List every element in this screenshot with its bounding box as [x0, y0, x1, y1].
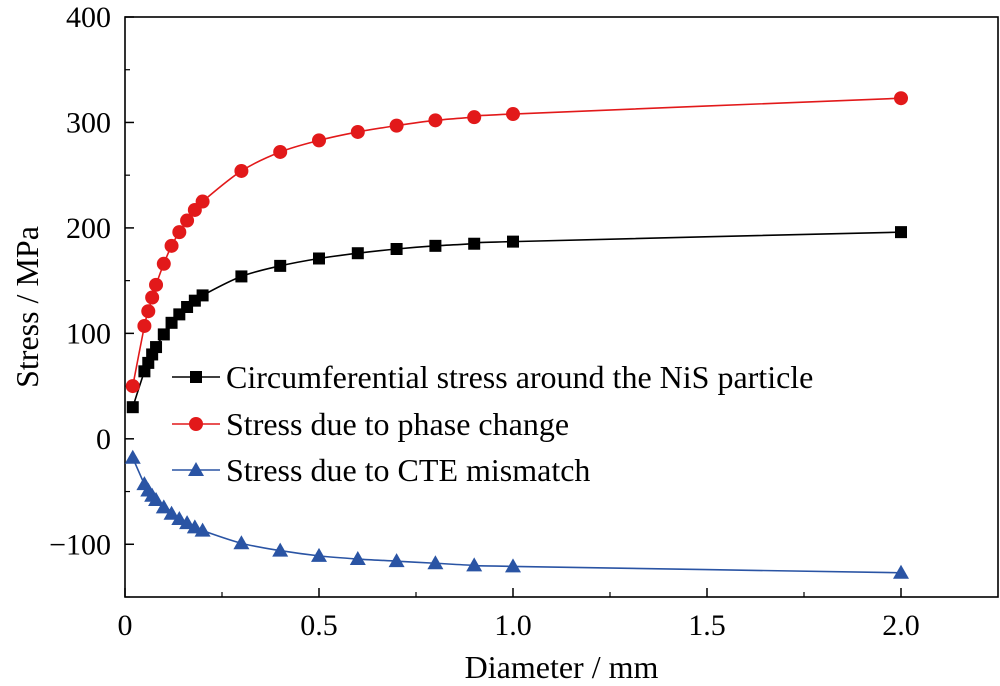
data-point	[163, 505, 180, 520]
data-point	[272, 542, 289, 557]
data-point	[155, 499, 172, 514]
data-point	[429, 239, 442, 252]
data-point	[235, 270, 248, 283]
data-point	[195, 194, 210, 209]
data-point	[313, 252, 325, 265]
series-triangle	[124, 449, 909, 579]
data-point	[194, 522, 211, 537]
data-point	[234, 163, 249, 178]
data-point	[149, 277, 164, 292]
data-point	[467, 110, 482, 125]
data-point	[233, 535, 250, 550]
data-point	[428, 113, 443, 128]
data-point	[145, 290, 160, 305]
legend: Circumferential stress around the NiS pa…	[172, 359, 813, 488]
legend-marker	[188, 462, 204, 476]
series-square	[126, 226, 907, 414]
y-tick-label: 400	[66, 1, 111, 34]
data-point	[164, 238, 179, 253]
data-point	[311, 547, 327, 562]
data-point	[124, 449, 141, 464]
data-point	[388, 553, 405, 568]
data-point	[506, 107, 520, 122]
data-point	[466, 557, 483, 572]
data-point	[505, 558, 521, 573]
x-tick-label: 0.5	[300, 609, 338, 642]
y-tick-label: 100	[66, 317, 111, 350]
legend-marker	[189, 417, 203, 431]
x-tick-label: 2.0	[882, 609, 920, 642]
plot-border	[124, 16, 999, 598]
x-tick-label: 1.5	[688, 609, 726, 642]
y-tick-label: 0	[96, 423, 111, 456]
data-point	[893, 564, 909, 579]
data-point	[125, 379, 140, 394]
data-point	[349, 551, 366, 566]
data-point	[351, 247, 364, 260]
data-point	[273, 144, 288, 159]
data-point	[172, 225, 187, 240]
legend-marker	[190, 371, 202, 383]
plot-frame	[124, 16, 999, 598]
y-tick-label: 200	[66, 212, 111, 245]
data-point	[895, 226, 907, 239]
x-tick-label: 0	[118, 609, 133, 642]
data-point	[150, 341, 163, 354]
data-point	[180, 213, 195, 228]
data-point	[137, 318, 152, 333]
data-point	[468, 237, 481, 250]
legend-label: Stress due to phase change	[226, 406, 569, 442]
x-tick-label: 1.0	[494, 609, 532, 642]
legend-label: Stress due to CTE mismatch	[226, 452, 590, 488]
data-point	[350, 124, 365, 139]
y-axis-title: Stress / MPa	[9, 226, 45, 388]
data-point	[312, 133, 326, 148]
y-tick-label: −100	[49, 528, 111, 561]
series-layer	[124, 91, 909, 579]
data-point	[179, 515, 196, 530]
data-point	[196, 289, 209, 302]
data-point	[427, 555, 444, 570]
data-point	[156, 256, 171, 271]
data-point	[141, 304, 156, 319]
data-point	[274, 259, 287, 272]
data-point	[894, 91, 908, 106]
data-point	[148, 491, 165, 506]
x-axis: 0 0.5 1.0 1.5 2.0	[118, 588, 920, 642]
data-point	[126, 401, 139, 414]
legend-label: Circumferential stress around the NiS pa…	[226, 359, 813, 395]
data-point	[389, 118, 404, 133]
x-axis-title: Diameter / mm	[465, 649, 659, 685]
data-point	[390, 243, 403, 255]
data-point	[507, 235, 519, 248]
data-point	[157, 328, 170, 341]
series-circle	[125, 91, 908, 394]
y-tick-label: 300	[66, 106, 111, 139]
y-axis: −100 0 100 200 300 400	[49, 1, 134, 598]
data-point	[171, 510, 188, 525]
